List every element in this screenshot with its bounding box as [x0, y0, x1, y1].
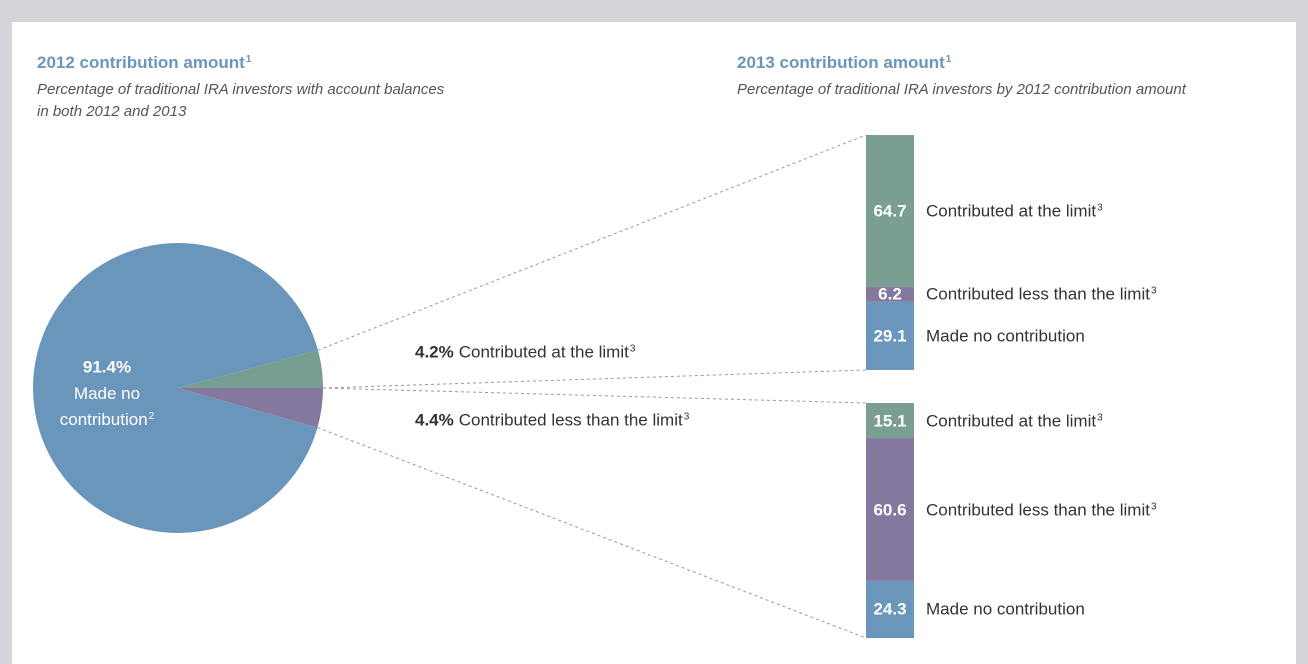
bar-segment	[866, 301, 914, 370]
footnote-marker: 3	[1097, 412, 1103, 424]
subtitle: in both 2012 and 2013	[37, 104, 186, 119]
footnote-marker: 3	[629, 343, 636, 355]
title-text: 2013 contribution amount	[737, 53, 945, 72]
value-label: 91.4%	[82, 357, 132, 377]
chart-title: 2012 contribution amount1	[37, 54, 251, 71]
slice-label: 4.4% Contributed less than the limit3	[415, 412, 689, 429]
slice-label: 4.2% Contributed at the limit3	[415, 344, 635, 361]
pie-slice	[178, 388, 323, 428]
segment-label: Contributed less than the limit3	[926, 501, 1157, 518]
segment-label: Contributed less than the limit	[926, 284, 1150, 304]
segment-label: Contributed less than the limit3	[926, 286, 1157, 303]
segment-label: Made no contribution	[926, 326, 1085, 346]
bar-segment	[866, 135, 914, 288]
footnote-marker: 3	[1150, 285, 1157, 297]
bar-value-label: 60.6	[873, 501, 906, 518]
footnote-marker: 3	[683, 411, 690, 423]
subtitle-line: Percentage of traditional IRA investors …	[737, 81, 1186, 98]
bar-segment	[866, 580, 914, 638]
connector	[322, 369, 867, 389]
footnote-marker: 1	[245, 54, 252, 65]
bar-segment	[866, 403, 914, 439]
subtitle: Percentage of traditional IRA investors …	[37, 82, 444, 97]
category: Contributed at the limit	[458, 342, 629, 362]
connector	[317, 134, 867, 351]
pie-label: 91.4%	[83, 359, 131, 376]
pie-slice	[32, 242, 318, 533]
pie-category: Made no contribution2	[47, 382, 167, 431]
value-label: 29.1	[873, 326, 907, 346]
connector	[317, 427, 867, 639]
subtitle-line: Percentage of traditional IRA investors …	[37, 81, 445, 98]
segment-label: Contributed at the limit3	[926, 412, 1103, 429]
bar-value-label: 64.7	[873, 203, 906, 220]
subtitle-line: in both 2012 and 2013	[37, 103, 187, 120]
value-label: 6.2	[878, 284, 902, 304]
segment-label: Made no contribution	[926, 601, 1085, 618]
segment-label: Contributed at the limit3	[926, 203, 1103, 220]
segment-label: Made no contribution	[926, 327, 1085, 344]
bar-segment	[866, 438, 914, 581]
bar-value-label: 29.1	[873, 327, 906, 344]
segment-label: Contributed less than the limit	[926, 500, 1150, 520]
segment-label: Made no contribution	[926, 599, 1085, 619]
bar-segment	[866, 287, 914, 302]
title-text: 2012 contribution amount	[37, 53, 245, 72]
footnote-marker: 3	[1097, 202, 1103, 214]
bar-value-label: 24.3	[873, 601, 906, 618]
value-label: 4.2%	[415, 342, 454, 362]
footnote-marker: 3	[1150, 501, 1157, 513]
value-label: 24.3	[873, 599, 907, 619]
segment-label: Contributed at the limit	[926, 201, 1097, 221]
footnote-marker: 2	[148, 411, 155, 422]
value-label: 15.1	[873, 411, 907, 431]
chart-title: 2013 contribution amount1	[737, 54, 951, 71]
value-label: 4.4%	[415, 410, 454, 430]
subtitle: Percentage of traditional IRA investors …	[737, 82, 1186, 97]
category: Contributed less than the limit	[458, 410, 683, 430]
category: Made no contribution	[59, 384, 148, 429]
pie-slice	[178, 350, 323, 388]
value-label: 64.7	[873, 201, 907, 221]
connector	[322, 387, 867, 404]
segment-label: Contributed at the limit	[926, 411, 1097, 431]
footnote-marker: 1	[945, 54, 952, 65]
bar-value-label: 6.2	[878, 286, 902, 303]
bar-value-label: 15.1	[873, 412, 906, 429]
value-label: 60.6	[873, 500, 907, 520]
